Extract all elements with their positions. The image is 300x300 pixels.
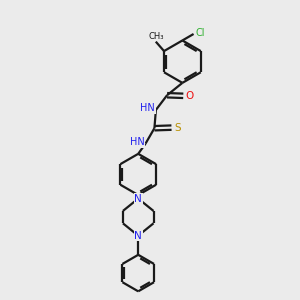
Text: HN: HN (140, 103, 155, 113)
Text: CH₃: CH₃ (148, 32, 164, 41)
Text: Cl: Cl (195, 28, 205, 38)
Text: N: N (134, 194, 142, 204)
Text: O: O (186, 91, 194, 101)
Text: N: N (134, 231, 142, 241)
Text: HN: HN (130, 137, 145, 147)
Text: S: S (175, 123, 181, 133)
